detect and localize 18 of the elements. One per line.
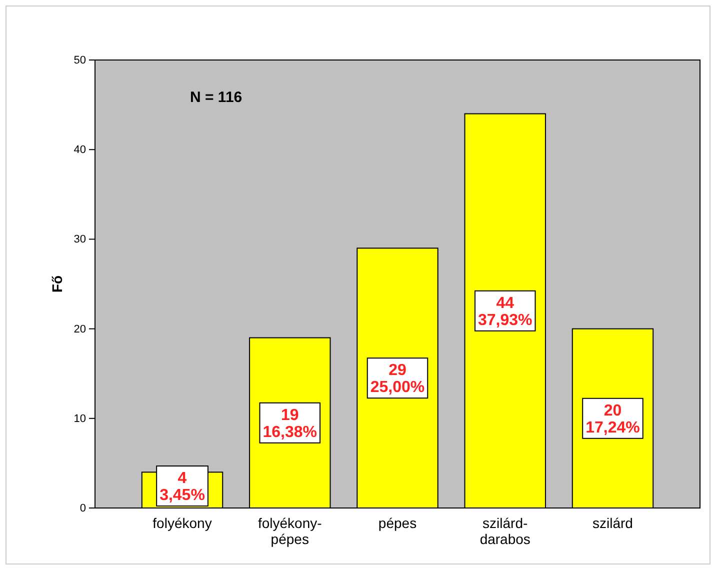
data-label: 29 25,00%	[370, 362, 425, 396]
data-label: 20 17,24%	[586, 402, 640, 436]
y-axis-title: Fő	[49, 275, 65, 293]
x-tick-label: szilárd-darabos	[480, 515, 530, 547]
y-tick-label: 40	[74, 144, 86, 156]
y-tick-label: 20	[74, 323, 86, 336]
y-tick-label: 0	[80, 502, 86, 515]
x-tick-label: folyékony	[152, 515, 212, 531]
annotation: N = 116	[190, 89, 242, 106]
data-label: 19 16,38%	[262, 406, 318, 441]
y-tick-label: 30	[74, 234, 86, 246]
data-label: 4 3,45%	[160, 470, 205, 504]
y-tick-label: 50	[74, 54, 86, 67]
x-tick-label: szilárd	[592, 515, 633, 531]
x-tick-label: pépes	[378, 515, 417, 531]
x-tick-label: folyékony-pépes	[258, 515, 322, 547]
y-tick-label: 10	[74, 412, 86, 425]
data-label: 44 37,93%	[478, 294, 532, 329]
